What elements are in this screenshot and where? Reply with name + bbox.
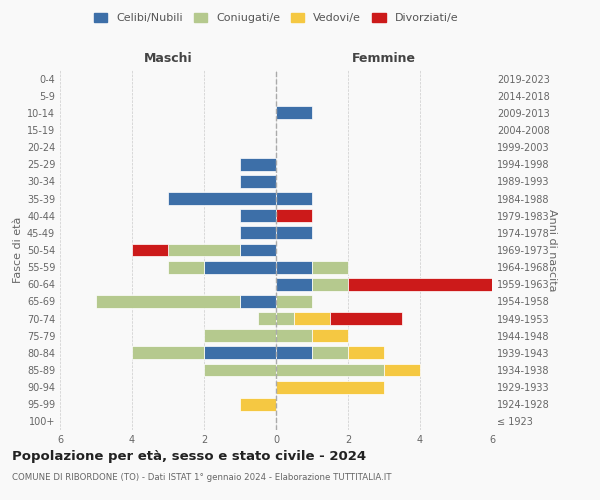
Bar	[276, 364, 384, 376]
Bar	[204, 260, 276, 274]
Bar	[204, 346, 276, 360]
Bar	[348, 278, 492, 290]
Bar	[312, 260, 348, 274]
Y-axis label: Anni di nascita: Anni di nascita	[547, 209, 557, 291]
Bar	[258, 312, 276, 325]
Bar	[168, 192, 276, 205]
Y-axis label: Fasce di età: Fasce di età	[13, 217, 23, 283]
Bar	[240, 210, 276, 222]
Bar	[312, 278, 348, 290]
Bar	[96, 295, 240, 308]
Bar	[240, 398, 276, 410]
Bar	[276, 106, 312, 120]
Bar	[132, 244, 168, 256]
Bar	[276, 380, 384, 394]
Bar	[240, 226, 276, 239]
Bar	[384, 364, 420, 376]
Bar	[294, 312, 330, 325]
Bar	[276, 312, 294, 325]
Text: COMUNE DI RIBORDONE (TO) - Dati ISTAT 1° gennaio 2024 - Elaborazione TUTTITALIA.: COMUNE DI RIBORDONE (TO) - Dati ISTAT 1°…	[12, 472, 392, 482]
Bar	[276, 192, 312, 205]
Bar	[312, 346, 348, 360]
Bar	[276, 346, 312, 360]
Bar	[168, 260, 204, 274]
Bar	[240, 295, 276, 308]
Bar	[240, 158, 276, 170]
Text: Maschi: Maschi	[143, 52, 193, 65]
Bar	[204, 364, 276, 376]
Bar	[276, 226, 312, 239]
Legend: Celibi/Nubili, Coniugati/e, Vedovi/e, Divorziati/e: Celibi/Nubili, Coniugati/e, Vedovi/e, Di…	[89, 8, 463, 28]
Bar	[240, 244, 276, 256]
Bar	[276, 260, 312, 274]
Bar	[240, 175, 276, 188]
Bar	[276, 330, 312, 342]
Text: Femmine: Femmine	[352, 52, 416, 65]
Bar	[348, 346, 384, 360]
Bar	[312, 330, 348, 342]
Text: Popolazione per età, sesso e stato civile - 2024: Popolazione per età, sesso e stato civil…	[12, 450, 366, 463]
Bar	[132, 346, 204, 360]
Bar	[276, 278, 312, 290]
Bar	[330, 312, 402, 325]
Bar	[204, 330, 276, 342]
Bar	[276, 210, 312, 222]
Bar	[276, 295, 312, 308]
Bar	[168, 244, 240, 256]
